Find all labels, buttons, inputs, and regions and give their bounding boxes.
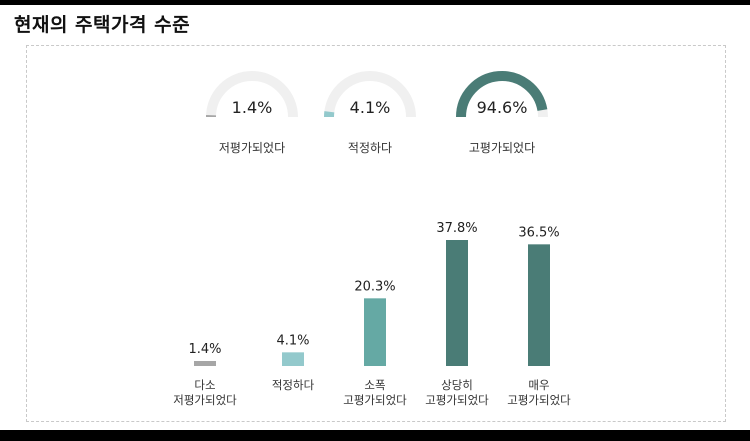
bar-category-label: 다소 — [194, 378, 215, 392]
bar-value-label: 37.8% — [436, 221, 477, 236]
gauge-value-label: 4.1% — [350, 98, 391, 117]
gauge-fill — [456, 71, 548, 118]
gauge-group: 1.4% 저평가되었다 4.1% 적정하다 94.6% 고평가되었다 — [206, 71, 548, 155]
bar-category-label: 매우 — [528, 378, 549, 392]
gauge-category-label: 고평가되었다 — [469, 141, 535, 155]
page-title: 현재의 주택가격 수준 — [14, 14, 191, 36]
gauge-track — [324, 71, 416, 118]
bar-value-label: 36.5% — [518, 225, 559, 240]
bar — [194, 361, 216, 366]
bar — [528, 244, 550, 366]
bar-category-label: 저평가되었다 — [173, 393, 237, 407]
bar-category-label: 고평가되었다 — [507, 393, 571, 407]
top-border — [0, 0, 750, 5]
bar-category-label: 고평가되었다 — [425, 393, 489, 407]
bar-chart: 1.4%다소저평가되었다4.1%적정하다20.3%소폭고평가되었다37.8%상당… — [173, 221, 571, 407]
gauge-value-label: 1.4% — [232, 98, 273, 117]
gauge-value-label: 94.6% — [477, 98, 528, 117]
gauge-category-label: 저평가되었다 — [219, 141, 285, 155]
bar-category-label: 상당히 — [441, 378, 473, 392]
gauge-category-label: 적정하다 — [348, 141, 392, 155]
bar-value-label: 1.4% — [188, 342, 221, 357]
bar — [282, 352, 304, 366]
bar-category-label: 적정하다 — [272, 378, 315, 392]
bottom-border — [0, 430, 750, 441]
bar-category-label: 소폭 — [364, 378, 385, 392]
bar-category-label: 고평가되었다 — [343, 393, 407, 407]
gauge-track — [206, 71, 298, 118]
bar — [364, 298, 386, 366]
bar — [446, 240, 468, 366]
chart-panel — [26, 45, 726, 422]
bar-value-label: 4.1% — [276, 333, 309, 348]
bar-value-label: 20.3% — [354, 279, 395, 294]
